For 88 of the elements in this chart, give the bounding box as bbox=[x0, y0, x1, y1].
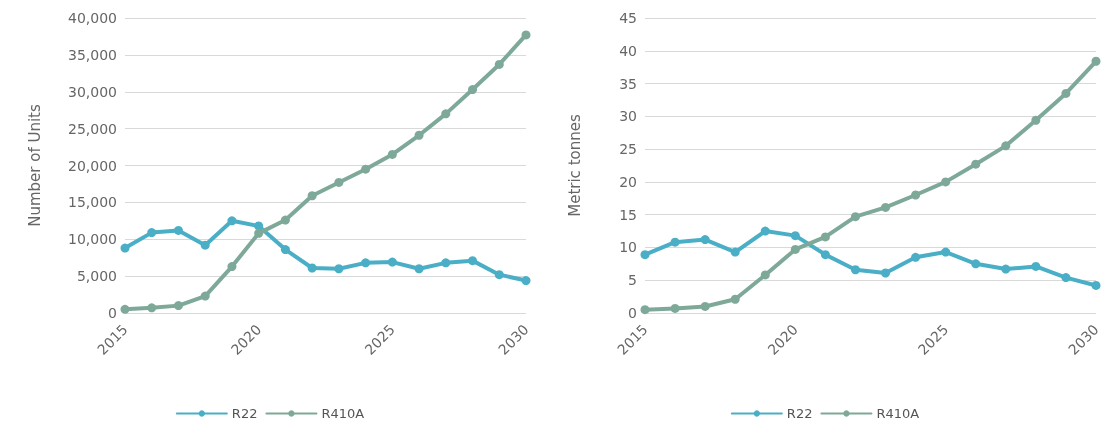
point bbox=[441, 258, 451, 268]
point bbox=[200, 240, 210, 250]
legend-label: R22 bbox=[786, 406, 813, 421]
point bbox=[334, 264, 344, 274]
point bbox=[441, 109, 451, 119]
point bbox=[700, 301, 710, 311]
point bbox=[850, 212, 860, 222]
y-tick-label: 25,000 bbox=[68, 120, 117, 137]
point bbox=[1001, 264, 1011, 274]
y-tick-label: 40,000 bbox=[68, 10, 117, 26]
point bbox=[1061, 88, 1071, 98]
point bbox=[730, 247, 740, 257]
point bbox=[670, 303, 680, 313]
point bbox=[670, 237, 680, 247]
point bbox=[971, 159, 981, 169]
point bbox=[881, 268, 891, 278]
point bbox=[494, 270, 504, 280]
point bbox=[334, 177, 344, 187]
point bbox=[760, 226, 770, 236]
point bbox=[1031, 115, 1041, 125]
point bbox=[881, 202, 891, 212]
point bbox=[971, 259, 981, 269]
point bbox=[640, 250, 650, 260]
point bbox=[521, 30, 531, 40]
point bbox=[1031, 261, 1041, 271]
point bbox=[227, 216, 237, 226]
point bbox=[307, 263, 317, 273]
point bbox=[414, 264, 424, 274]
point bbox=[387, 149, 397, 159]
point bbox=[280, 215, 290, 225]
legend-label: R410A bbox=[876, 406, 920, 421]
y-tick-label: 45 bbox=[619, 10, 637, 26]
point bbox=[1001, 141, 1011, 151]
point bbox=[120, 243, 130, 253]
y-tick-label: 0 bbox=[628, 305, 637, 321]
point bbox=[700, 235, 710, 245]
y-tick-label: 20,000 bbox=[68, 157, 117, 174]
y-tick-label: 40 bbox=[619, 42, 637, 59]
point bbox=[280, 245, 290, 255]
point bbox=[227, 262, 237, 272]
point bbox=[414, 130, 424, 140]
point bbox=[941, 247, 951, 257]
point bbox=[820, 232, 830, 242]
y-tick-label: 15 bbox=[619, 206, 637, 223]
point bbox=[760, 270, 770, 280]
legend-label: R22 bbox=[231, 406, 258, 421]
y-tick-label: 15,000 bbox=[68, 194, 117, 211]
y-axis-title: Number of Units bbox=[25, 104, 44, 227]
point bbox=[361, 164, 371, 174]
point bbox=[1061, 273, 1071, 283]
point bbox=[254, 228, 264, 238]
point bbox=[521, 276, 531, 286]
point bbox=[361, 258, 371, 268]
point bbox=[640, 305, 650, 315]
y-tick-label: 20 bbox=[619, 173, 637, 190]
y-tick-label: 0 bbox=[108, 305, 117, 321]
point bbox=[941, 177, 951, 187]
y-tick-label: 35,000 bbox=[68, 46, 117, 63]
legend-label: R410A bbox=[321, 406, 365, 421]
point bbox=[147, 228, 157, 238]
point bbox=[173, 301, 183, 311]
point bbox=[468, 256, 478, 266]
y-tick-label: 5,000 bbox=[76, 268, 117, 285]
point bbox=[494, 59, 504, 69]
point bbox=[468, 85, 478, 95]
point bbox=[173, 225, 183, 235]
point bbox=[307, 191, 317, 201]
point bbox=[911, 190, 921, 200]
point bbox=[120, 304, 130, 314]
y-tick-label: 30 bbox=[619, 108, 637, 125]
point bbox=[850, 265, 860, 275]
y-tick-label: 35 bbox=[619, 75, 637, 92]
y-tick-label: 30,000 bbox=[68, 83, 117, 100]
point bbox=[790, 231, 800, 241]
point bbox=[1091, 280, 1101, 290]
point bbox=[387, 257, 397, 267]
y-tick-label: 10,000 bbox=[68, 231, 117, 248]
point bbox=[911, 252, 921, 262]
point bbox=[200, 291, 210, 301]
point bbox=[147, 303, 157, 313]
y-tick-label: 25 bbox=[619, 141, 637, 158]
y-tick-label: 10 bbox=[619, 239, 637, 256]
y-axis-title: Metric tonnes bbox=[565, 114, 584, 217]
y-tick-label: 5 bbox=[628, 272, 637, 289]
point bbox=[820, 250, 830, 260]
point bbox=[790, 244, 800, 254]
point bbox=[730, 294, 740, 304]
point bbox=[1091, 56, 1101, 66]
